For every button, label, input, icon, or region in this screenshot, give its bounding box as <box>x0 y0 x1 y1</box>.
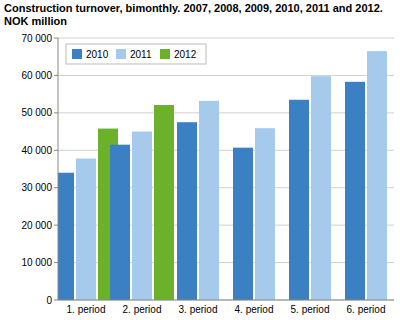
tick-label: 0 <box>46 295 52 306</box>
tick-mark <box>54 38 58 39</box>
background <box>0 0 400 320</box>
bar <box>154 105 174 300</box>
tick-mark <box>54 75 58 76</box>
chart: Construction turnover, bimonthly. 2007, … <box>0 0 400 320</box>
y-axis <box>58 38 59 300</box>
bar <box>367 51 387 300</box>
legend-swatch <box>116 49 126 59</box>
tick-mark <box>54 112 58 113</box>
bar <box>110 145 130 300</box>
tick-label: 30 000 <box>21 182 52 193</box>
bars <box>58 51 387 300</box>
tick-label: 60 000 <box>21 70 52 81</box>
tick-label: 40 000 <box>21 145 52 156</box>
category-label: 5. period <box>291 304 330 315</box>
tick-label: 50 000 <box>21 107 52 118</box>
title: Construction turnover, bimonthly. 2007, … <box>4 2 383 14</box>
x-axis <box>58 300 394 301</box>
category-label: 3. period <box>179 304 218 315</box>
bar <box>132 132 152 300</box>
tick-label: 10 000 <box>21 257 52 268</box>
legend-label: 2011 <box>130 49 152 60</box>
bar <box>255 128 275 300</box>
tick-mark <box>54 225 58 226</box>
grid-line <box>58 112 394 113</box>
bar <box>199 101 219 300</box>
category-label: 2. period <box>123 304 162 315</box>
legend-label: 2012 <box>174 49 197 60</box>
category-label: 1. period <box>67 304 106 315</box>
bar <box>76 159 96 300</box>
subtitle: NOK million <box>4 15 67 27</box>
legend-swatch <box>160 49 170 59</box>
tick-mark <box>54 150 58 151</box>
bar <box>345 82 365 300</box>
grid-line <box>58 38 394 39</box>
legend: 2010 2011 2012 <box>66 44 206 64</box>
legend-swatch <box>72 49 82 59</box>
tick-mark <box>54 187 58 188</box>
bar <box>311 76 331 300</box>
legend-label: 2010 <box>86 49 109 60</box>
legend-box <box>66 44 206 64</box>
tick-label: 70 000 <box>21 33 52 44</box>
tick-mark <box>54 300 58 301</box>
tick-label: 20 000 <box>21 220 52 231</box>
tick-mark <box>54 262 58 263</box>
bar <box>289 100 309 300</box>
category-label: 4. period <box>235 304 274 315</box>
bar <box>58 173 74 300</box>
bar <box>177 122 197 300</box>
category-label: 6. period <box>347 304 386 315</box>
grid-line <box>58 300 394 301</box>
bar <box>233 148 253 300</box>
grid-line <box>58 75 394 76</box>
